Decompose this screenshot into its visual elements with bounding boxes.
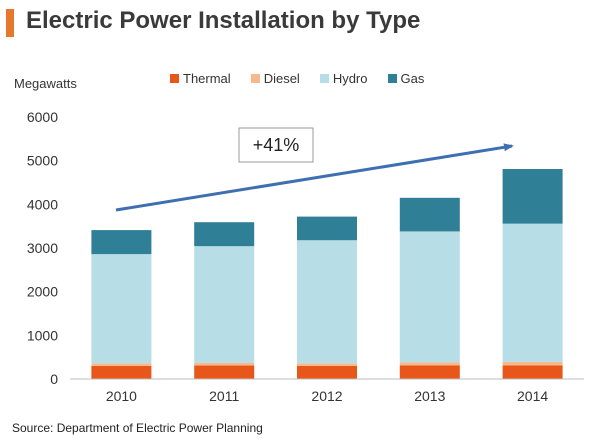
bar-diesel-2010	[91, 363, 152, 366]
legend-swatch-gas	[387, 74, 397, 83]
x-tick-labels: 2010 2011 2012 2013 2014	[106, 388, 549, 404]
legend-swatch-diesel	[250, 74, 260, 83]
legend-swatch-thermal	[170, 74, 179, 83]
x-tick-label-2010: 2010	[106, 388, 137, 404]
trend-arrow	[115, 143, 514, 212]
bar-hydro-2013	[399, 231, 460, 363]
bar-thermal-2012	[297, 365, 357, 379]
legend-item-gas: Gas	[387, 71, 425, 86]
source-note: Source: Department of Electric Power Pla…	[12, 421, 263, 435]
bar-hydro-2014	[502, 223, 563, 362]
y-tick-label-1000: 1000	[27, 327, 58, 343]
annotation-box	[238, 127, 314, 163]
x-tick-label-2013: 2013	[414, 388, 445, 404]
y-tick-label-0: 0	[50, 371, 58, 387]
bars-layer	[91, 169, 563, 379]
chart-title: Electric Power Installation by Type	[26, 7, 421, 34]
bar-gas-2014	[502, 169, 563, 224]
bar-thermal-2013	[399, 365, 460, 379]
annotation-text: +41%	[253, 135, 300, 155]
y-tick-label-5000: 5000	[27, 153, 58, 169]
x-tick-label-2011: 2011	[209, 388, 239, 404]
y-tick-label-2000: 2000	[27, 284, 58, 300]
legend-item-hydro: Hydro	[319, 71, 368, 86]
bar-thermal-2010	[91, 365, 152, 379]
bar-diesel-2014	[502, 362, 563, 366]
legend-item-diesel: Diesel	[250, 71, 300, 86]
y-tick-label-3000: 3000	[27, 240, 58, 256]
y-tick-label-6000: 6000	[27, 109, 58, 125]
y-tick-label-4000: 4000	[27, 196, 58, 212]
legend-label-gas: Gas	[400, 71, 425, 86]
bar-thermal-2014	[502, 365, 563, 379]
x-tick-label-2014: 2014	[517, 388, 548, 404]
title-accent-bar	[6, 9, 14, 37]
bar-gas-2012	[297, 216, 357, 241]
bar-diesel-2011	[194, 362, 255, 366]
bar-thermal-2011	[194, 365, 255, 379]
bar-hydro-2012	[297, 240, 357, 364]
bar-gas-2013	[399, 197, 460, 232]
legend-item-thermal: Thermal	[170, 71, 231, 86]
bar-hydro-2011	[194, 246, 255, 363]
y-axis-label: Megawatts	[14, 76, 77, 91]
bar-gas-2011	[194, 222, 255, 247]
bar-diesel-2012	[297, 363, 357, 366]
bar-diesel-2013	[399, 362, 460, 366]
legend: Thermal Diesel Hydro Gas	[170, 71, 424, 86]
x-tick-label-2012: 2012	[311, 388, 342, 404]
bar-gas-2010	[91, 230, 152, 255]
legend-label-diesel: Diesel	[263, 71, 300, 86]
legend-label-thermal: Thermal	[183, 71, 231, 86]
legend-swatch-hydro	[319, 74, 329, 83]
legend-label-hydro: Hydro	[332, 71, 368, 86]
y-tick-labels: 0 1000 2000 3000 4000 5000 6000	[27, 109, 58, 387]
bar-hydro-2010	[91, 254, 152, 364]
